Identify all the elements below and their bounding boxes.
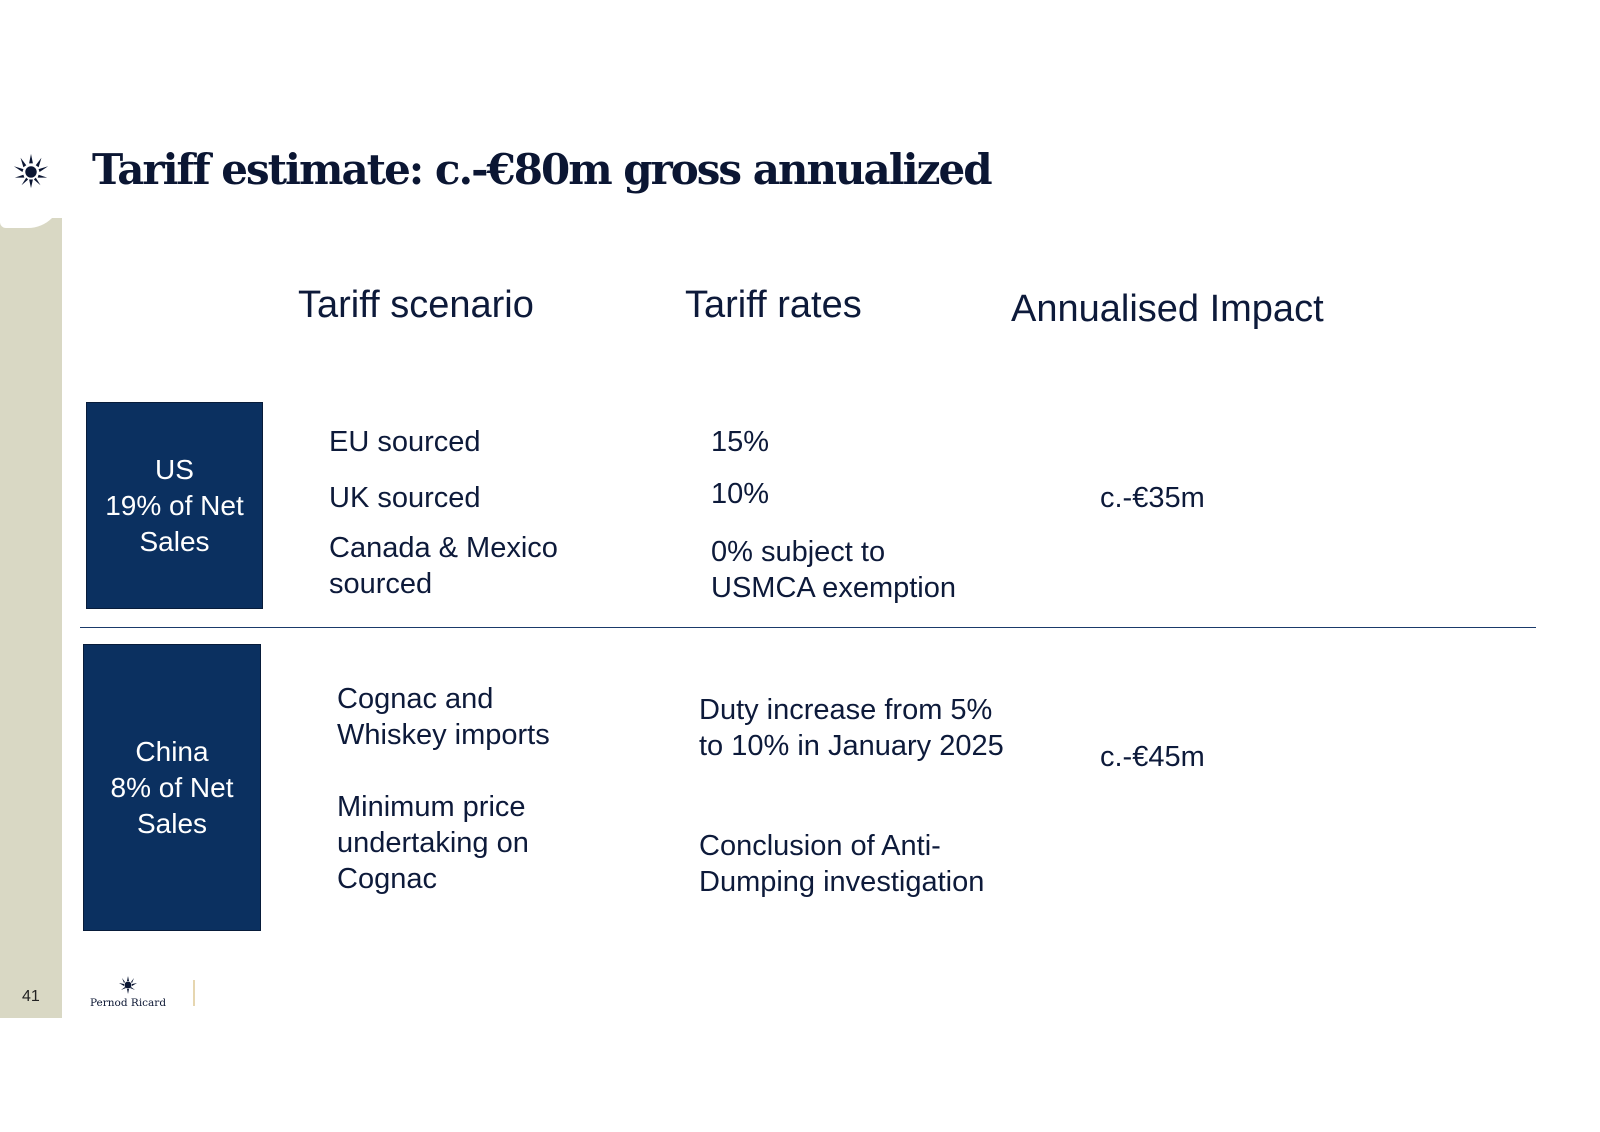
brand-logo-text: Pernod Ricard	[90, 997, 166, 1009]
footer-divider	[193, 980, 195, 1006]
impact-cell: c.-€35m	[1100, 482, 1205, 514]
brand-logo: Pernod Ricard	[90, 976, 166, 1009]
impact-cell: c.-€45m	[1100, 741, 1205, 773]
rate-cell: 10%	[711, 478, 770, 510]
page-title: Tariff estimate: c.-€80m gross annualize…	[92, 145, 993, 194]
region-box-us: US 19% of Net Sales	[86, 402, 263, 609]
sun-emblem-icon	[119, 976, 137, 994]
scenario-cell: Minimum price undertaking on Cognac	[337, 791, 529, 895]
sidebar-strip	[0, 218, 62, 1018]
scenario-cell: EU sourced	[329, 426, 481, 458]
sun-emblem-icon	[13, 153, 49, 189]
rate-cell: 15%	[711, 426, 770, 458]
scenario-cell: Canada & Mexico sourced	[329, 532, 558, 600]
header-annualised-impact: Annualised Impact	[1011, 288, 1324, 330]
region-share-tail: Sales	[136, 807, 208, 839]
rate-cell: Duty increase from 5% to 10% in January …	[699, 694, 1004, 762]
region-box-china: China 8% of Net Sales	[83, 644, 261, 931]
header-tariff-rates: Tariff rates	[685, 284, 862, 326]
scenario-cell: UK sourced	[329, 482, 481, 514]
region-share: 19% of Net	[105, 489, 244, 521]
region-share-tail: Sales	[139, 525, 210, 557]
region-name: US	[155, 453, 194, 485]
rate-cell: 0% subject to USMCA exemption	[711, 536, 956, 604]
rate-cell: Conclusion of Anti- Dumping investigatio…	[699, 830, 985, 898]
region-share: 8% of Net	[110, 771, 234, 803]
page-number: 41	[22, 988, 40, 1005]
header-tariff-scenario: Tariff scenario	[298, 284, 534, 326]
region-name: China	[135, 735, 209, 767]
scenario-cell: Cognac and Whiskey imports	[337, 683, 550, 751]
section-divider	[80, 627, 1536, 628]
